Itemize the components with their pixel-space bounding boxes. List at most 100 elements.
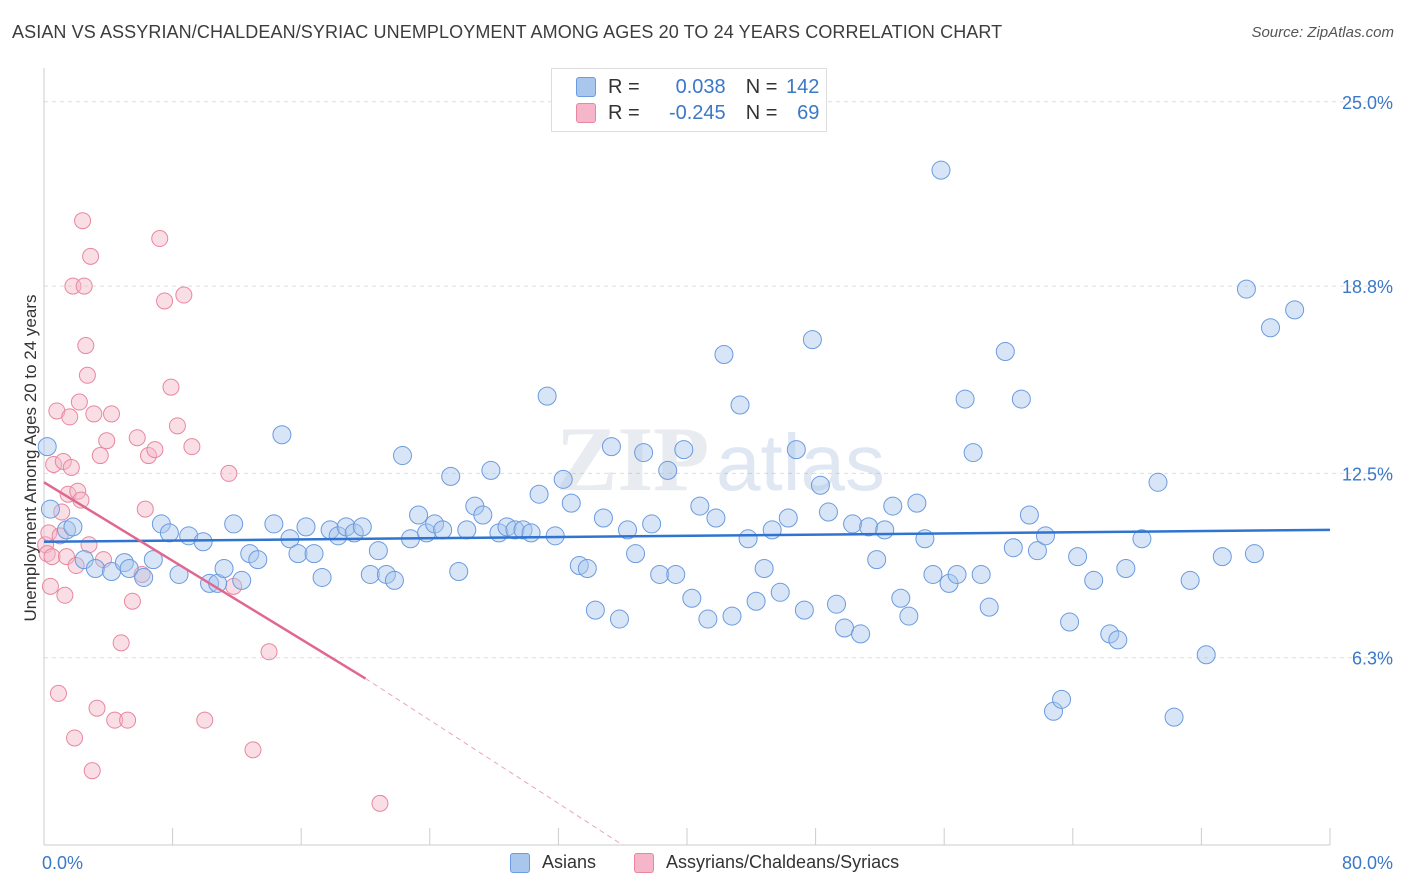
asian-point — [481, 460, 501, 480]
asian-point — [931, 160, 951, 180]
asian-point — [1060, 612, 1080, 632]
assyrian-trend-line — [43, 481, 367, 680]
asian-point — [859, 517, 879, 537]
assyrian-point — [77, 337, 95, 355]
assyrian-point — [74, 212, 92, 230]
asian-point — [214, 559, 234, 579]
assyrian-point — [119, 711, 137, 729]
correlation-legend: R = 0.038 N = 142 R = -0.245 N = 69 — [551, 68, 827, 132]
asian-point — [248, 550, 268, 570]
asian-point — [666, 564, 686, 584]
asian-point — [40, 499, 60, 519]
legend-r-label: R = — [608, 75, 640, 98]
asian-point — [1068, 547, 1088, 567]
assyrian-point — [41, 577, 59, 595]
asian-point — [626, 544, 646, 564]
assyrian-point — [162, 378, 180, 396]
asian-point — [352, 517, 372, 537]
asian-point — [1196, 645, 1216, 665]
asian-point — [642, 514, 662, 534]
asian-point — [947, 564, 967, 584]
asian-point — [955, 389, 975, 409]
asian-point — [682, 588, 702, 608]
source-label: Source: ZipAtlas.com — [1251, 24, 1394, 41]
asian-point — [134, 567, 154, 587]
asian-point — [1180, 570, 1200, 590]
asian-point — [1148, 472, 1168, 492]
asian-point — [730, 395, 750, 415]
asian-point — [561, 493, 581, 513]
asian-point — [1035, 526, 1055, 546]
asian-point — [521, 523, 541, 543]
asian-point — [159, 523, 179, 543]
asian-point — [1003, 538, 1023, 558]
asian-points — [37, 160, 1305, 727]
legend-r-value: 0.038 — [675, 75, 726, 98]
asian-point — [883, 496, 903, 516]
legend-row-asians: R = 0.038 N = 142 — [576, 75, 819, 99]
asian-point — [875, 520, 895, 540]
asian-point — [593, 508, 613, 528]
asian-point — [1108, 630, 1128, 650]
asian-point — [835, 618, 855, 638]
assyrian-point — [85, 405, 103, 423]
asian-point — [618, 520, 638, 540]
asian-point — [754, 559, 774, 579]
asian-point — [634, 443, 654, 463]
legend-swatch-pink — [576, 103, 596, 123]
asian-point — [304, 544, 324, 564]
bottom-legend-swatch-blue — [510, 852, 530, 873]
bottom-legend-asians-label: Asians — [542, 852, 597, 872]
asian-point — [553, 469, 573, 489]
asian-point — [995, 342, 1015, 362]
assyrian-point — [62, 458, 80, 476]
asian-point — [232, 570, 252, 590]
asian-point — [891, 588, 911, 608]
asian-point — [433, 520, 453, 540]
legend-n-value: 142 — [786, 75, 820, 98]
asian-point — [907, 493, 927, 513]
watermark: ZIP atlas — [556, 408, 885, 510]
asian-point — [1052, 689, 1072, 709]
assyrian-point — [75, 277, 93, 295]
y-tick-label: 18.8% — [1342, 277, 1393, 297]
assyrian-point — [196, 711, 214, 729]
assyrian-point — [56, 586, 74, 604]
asian-point — [658, 460, 678, 480]
asian-point — [851, 624, 871, 644]
assyrian-point — [123, 592, 141, 610]
assyrian-point — [128, 429, 146, 447]
assyrian-point — [244, 741, 262, 759]
asian-point — [384, 570, 404, 590]
asian-point — [971, 564, 991, 584]
asian-point — [1132, 529, 1152, 549]
assyrian-point — [156, 292, 174, 310]
asian-point — [272, 425, 292, 445]
assyrian-point — [58, 548, 76, 566]
watermark-atlas: atlas — [716, 418, 885, 507]
asian-point — [537, 386, 557, 406]
bottom-legend-swatch-pink — [634, 852, 654, 873]
asian-point — [738, 529, 758, 549]
assyrian-point — [66, 729, 84, 747]
asian-point — [674, 440, 694, 460]
assyrian-point — [183, 438, 201, 456]
asian-point — [85, 559, 105, 579]
asian-point — [577, 559, 597, 579]
asian-point — [818, 502, 838, 522]
x-tick-label: 80.0% — [1342, 853, 1393, 873]
assyrian-point — [43, 548, 61, 566]
asian-point — [360, 564, 380, 584]
asian-point — [312, 567, 332, 587]
legend-row-assyrians: R = -0.245 N = 69 — [576, 101, 819, 125]
axes — [43, 68, 1331, 846]
asian-point — [1116, 559, 1136, 579]
assyrian-point — [88, 699, 106, 717]
asian-point — [1084, 570, 1104, 590]
asian-point — [449, 561, 469, 581]
y-tick-label: 12.5% — [1342, 464, 1393, 484]
asian-point — [1236, 279, 1256, 299]
asian-point — [1027, 541, 1047, 561]
tick-labels: 6.3% 12.5% 18.8% 25.0% 0.0% 80.0% — [42, 93, 1393, 873]
assyrian-point — [151, 230, 169, 248]
